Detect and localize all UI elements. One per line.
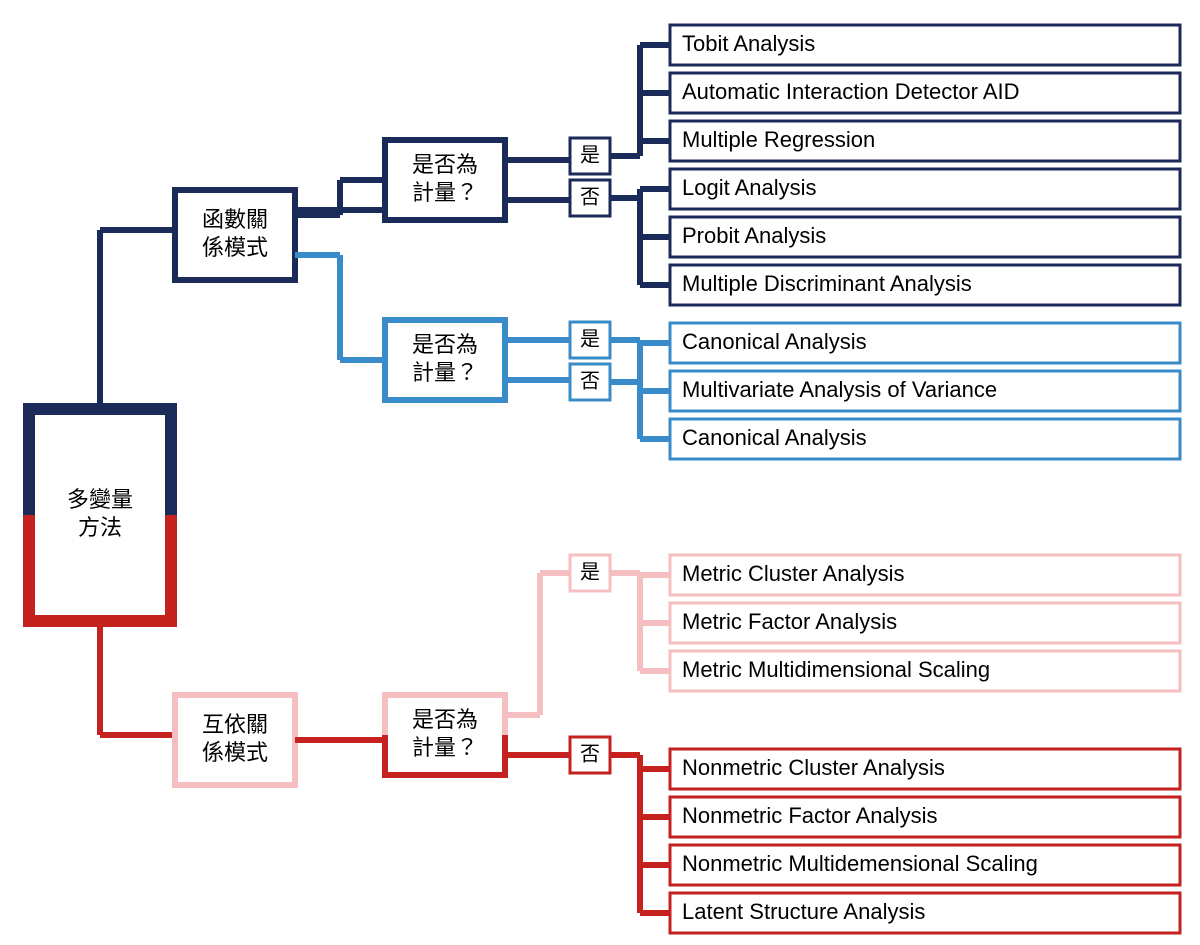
yes-label: 是 [580,561,600,583]
func-upper-no-leaf-label: Multiple Discriminant Analysis [682,271,972,296]
interdependence-label: 係模式 [202,740,268,765]
inter-no-leaf-label: Nonmetric Multidemensional Scaling [682,851,1038,876]
interdependence-label: 互依關 [202,712,268,737]
root-label: 多變量 [67,487,133,512]
functional-label: 係模式 [202,235,268,260]
func-upper-no-leaf-label: Logit Analysis [682,175,817,200]
func-lower-yes-leaf-label: Canonical Analysis [682,329,867,354]
yes-label: 是 [580,328,600,350]
root-label: 方法 [78,515,122,540]
inter-no-leaf-label: Latent Structure Analysis [682,899,925,924]
func-upper-no-leaf-label: Probit Analysis [682,223,826,248]
question-label: 計量？ [412,360,478,385]
inter-yes-leaf-label: Metric Factor Analysis [682,609,897,634]
inter-yes-leaf-label: Metric Multidimensional Scaling [682,657,990,682]
inter-no-leaf-label: Nonmetric Cluster Analysis [682,755,945,780]
question-label: 是否為 [412,332,478,357]
yes-label: 是 [580,144,600,166]
question-label: 是否為 [412,152,478,177]
question-label: 是否為 [412,707,478,732]
inter-no-leaf-label: Nonmetric Factor Analysis [682,803,938,828]
func-lower-no-leaf-label: Canonical Analysis [682,425,867,450]
functional-label: 函數關 [202,207,268,232]
question-label: 計量？ [412,735,478,760]
func-lower-yes-leaf-label: Multivariate Analysis of Variance [682,377,997,402]
func-upper-yes-leaf-label: Multiple Regression [682,127,875,152]
question-label: 計量？ [412,180,478,205]
func-upper-yes-leaf-label: Tobit Analysis [682,31,815,56]
inter-yes-leaf-label: Metric Cluster Analysis [682,561,905,586]
no-label: 否 [580,370,600,392]
no-label: 否 [580,186,600,208]
func-upper-yes-leaf-label: Automatic Interaction Detector AID [682,79,1020,104]
no-label: 否 [580,743,600,765]
